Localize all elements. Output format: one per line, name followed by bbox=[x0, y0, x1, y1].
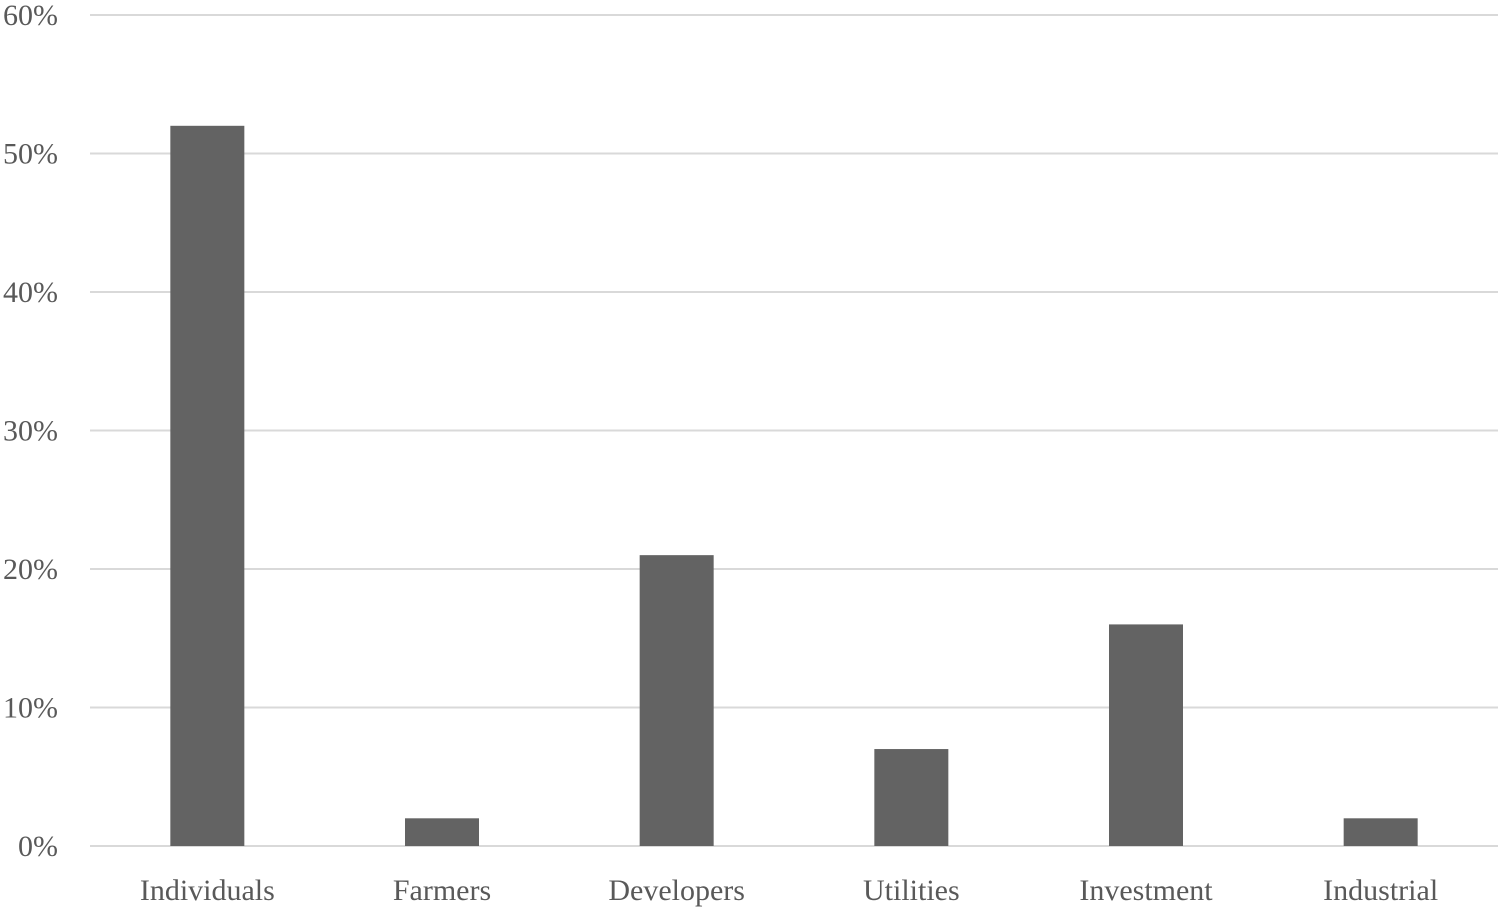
x-category-label: Utilities bbox=[863, 874, 960, 907]
x-category-label: Developers bbox=[608, 874, 745, 907]
bars bbox=[170, 125, 1418, 847]
y-tick-label: 30% bbox=[3, 415, 58, 448]
y-tick-label: 20% bbox=[3, 553, 58, 586]
gridlines bbox=[90, 14, 1498, 847]
bar-investment bbox=[1109, 624, 1183, 846]
y-tick-label: 50% bbox=[3, 138, 58, 171]
y-tick-label: 10% bbox=[3, 692, 58, 725]
bar-developers bbox=[639, 555, 714, 846]
y-tick-label: 60% bbox=[3, 0, 58, 32]
x-axis-category-labels: Individuals Farmers Developers Utilities Inv… bbox=[140, 874, 1438, 907]
bar-industrial bbox=[1343, 818, 1418, 846]
bar-utilities bbox=[874, 749, 949, 846]
x-category-label: Industrial bbox=[1323, 874, 1438, 907]
bar-farmers bbox=[405, 818, 479, 846]
y-axis-tick-labels: 0% 10% 20% 30% 40% 50% 60% bbox=[3, 0, 58, 863]
y-tick-label: 0% bbox=[18, 830, 58, 863]
x-category-label: Individuals bbox=[140, 874, 275, 907]
bar-individuals bbox=[170, 125, 245, 847]
x-category-label: Farmers bbox=[393, 874, 491, 907]
y-tick-label: 40% bbox=[3, 276, 58, 309]
x-category-label: Investment bbox=[1079, 874, 1213, 907]
